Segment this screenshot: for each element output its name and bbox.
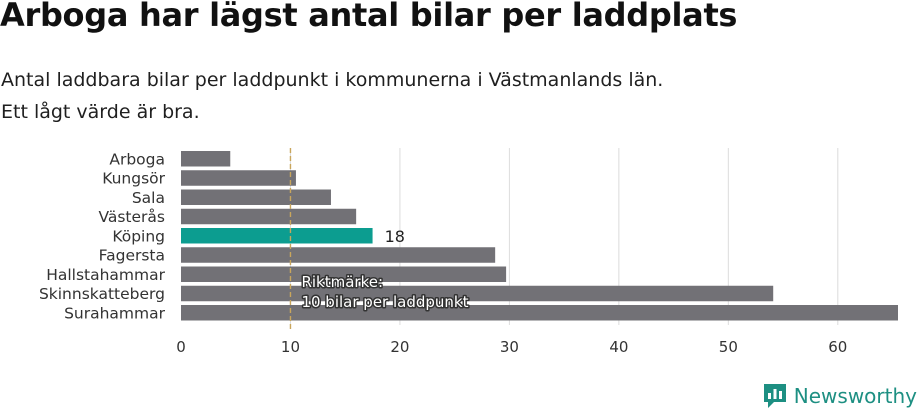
subtitle-line-1: Antal laddbara bilar per laddpunkt i kom… <box>1 69 664 91</box>
x-tick-label: 0 <box>176 338 186 356</box>
x-tick-label: 30 <box>500 338 519 356</box>
category-label: Surahammar <box>64 304 166 322</box>
bar-arboga <box>181 151 231 167</box>
bar-västerås <box>181 208 357 225</box>
bar-kungsör <box>181 170 296 186</box>
reference-line-label: Riktmärke: <box>301 273 383 291</box>
data-label: 18 <box>385 227 405 246</box>
bar-köping <box>181 228 373 244</box>
newsworthy-logo: Newsworthy <box>762 382 917 410</box>
chart-title: Arboga har lägst antal bilar per laddpla… <box>0 0 738 34</box>
category-label: Sala <box>132 189 165 207</box>
category-label: Västerås <box>98 208 165 226</box>
category-label: Skinnskatteberg <box>39 285 165 303</box>
category-label: Hallstahammar <box>46 266 165 284</box>
x-tick-label: 60 <box>828 338 847 356</box>
bar-hallstahammar <box>181 266 507 282</box>
x-tick-label: 10 <box>281 338 300 356</box>
bar-fagersta <box>181 247 496 263</box>
category-label: Fagersta <box>99 247 165 265</box>
x-tick-label: 40 <box>609 338 628 356</box>
reference-line-label: 10 bilar per laddpunkt <box>301 293 468 311</box>
bar-skinnskatteberg <box>181 285 774 302</box>
x-tick-label: 50 <box>719 338 738 356</box>
bar-sala <box>181 189 331 205</box>
category-label: Köping <box>112 227 165 245</box>
subtitle-line-2: Ett lågt värde är bra. <box>1 101 200 123</box>
bar-surahammar <box>181 305 898 321</box>
category-label: Kungsör <box>102 170 165 188</box>
brand-name: Newsworthy <box>793 384 917 408</box>
x-tick-label: 20 <box>390 338 409 356</box>
newsworthy-logo-icon <box>763 384 786 408</box>
chart-subtitle: Antal laddbara bilar per laddpunkt i kom… <box>1 64 663 128</box>
category-label: Arboga <box>109 150 165 168</box>
